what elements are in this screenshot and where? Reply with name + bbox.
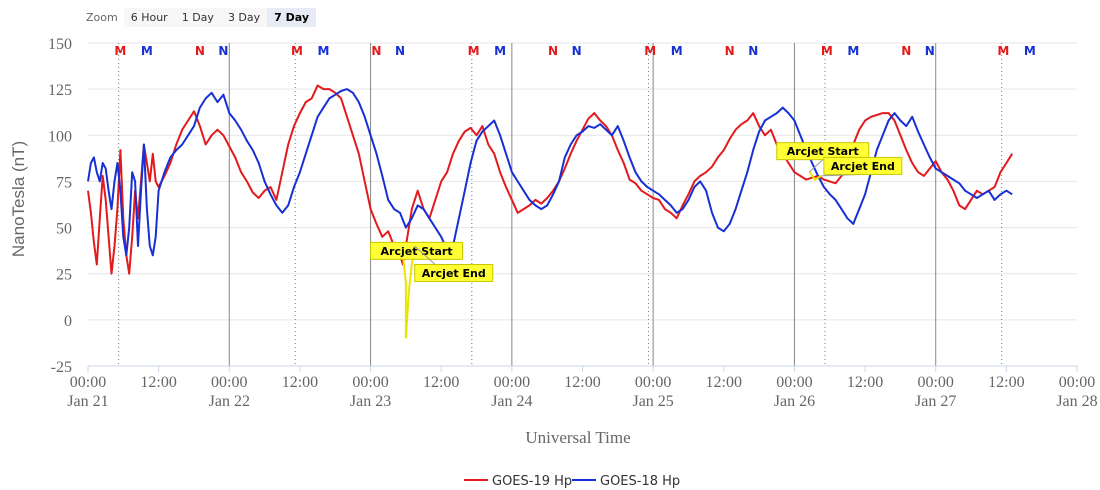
x-tick-date-label: Jan 24 <box>491 393 532 410</box>
top-marker-m: M <box>291 44 303 58</box>
top-marker-n: N <box>195 44 205 58</box>
top-marker-m: M <box>821 44 833 58</box>
y-tick-label: -25 <box>51 359 72 376</box>
arcjet-segment <box>808 171 822 181</box>
x-tick-label: 12:00 <box>140 374 176 391</box>
legend-item-goes19[interactable]: GOES-19 Hp <box>464 474 572 489</box>
y-tick-label: 25 <box>56 267 72 284</box>
top-marker-m: M <box>671 44 683 58</box>
grid-layer <box>88 42 1077 367</box>
top-marker-n: N <box>572 44 582 58</box>
top-marker-n: N <box>395 44 405 58</box>
y-tick-label: 100 <box>48 128 72 145</box>
top-marker-n: N <box>901 44 911 58</box>
top-marker-n: N <box>925 44 935 58</box>
zoom-1-day-button[interactable]: 1 Day <box>174 7 221 27</box>
x-axis-title: Universal Time <box>525 428 630 447</box>
x-tick-label: 00:00 <box>635 374 671 391</box>
zoom-bar: Zoom 6 Hour 1 Day 3 Day 7 Day <box>86 6 317 28</box>
legend-label-goes18: GOES-18 Hp <box>600 474 680 489</box>
legend-item-goes18[interactable]: GOES-18 Hp <box>572 474 680 489</box>
x-tick-date-label: Jan 28 <box>1056 393 1097 410</box>
x-tick-date-label: Jan 22 <box>209 393 250 410</box>
arcjet-segment <box>401 245 416 339</box>
x-tick-label: 12:00 <box>423 374 459 391</box>
top-marker-n: N <box>548 44 558 58</box>
x-tick-label: 00:00 <box>352 374 388 391</box>
zoom-7-day-button[interactable]: 7 Day <box>267 7 317 27</box>
top-marker-n: N <box>218 44 228 58</box>
top-marker-n: N <box>371 44 381 58</box>
top-marker-m: M <box>317 44 329 58</box>
x-tick-label: 00:00 <box>917 374 953 391</box>
x-tick-label: 00:00 <box>494 374 530 391</box>
annotation-label: Arcjet End <box>831 160 895 173</box>
x-tick-date-label: Jan 23 <box>350 393 391 410</box>
x-tick-label: 12:00 <box>706 374 742 391</box>
vertical-line-layer <box>118 43 1003 366</box>
series-line-goes18 <box>87 88 1013 257</box>
top-marker-m: M <box>1024 44 1036 58</box>
top-marker-m: M <box>141 44 153 58</box>
x-tick-date-label: Jan 21 <box>67 393 108 410</box>
zoom-label: Zoom <box>86 10 118 24</box>
y-tick-label: 50 <box>56 221 72 238</box>
legend: GOES-19 Hp GOES-18 Hp <box>464 474 680 489</box>
x-tick-date-label: Jan 27 <box>915 393 956 410</box>
y-tick-label: 75 <box>56 174 72 191</box>
series-line-goes19 <box>87 84 1014 275</box>
x-tick-label: 00:00 <box>211 374 247 391</box>
top-marker-n: N <box>725 44 735 58</box>
annotation-box <box>776 142 870 161</box>
annotation-connector <box>808 159 824 173</box>
x-tick-label: 00:00 <box>776 374 812 391</box>
x-tick-label: 12:00 <box>564 374 600 391</box>
top-marker-m: M <box>644 44 656 58</box>
annotation-label: Arcjet Start <box>381 245 453 258</box>
x-tick-date-label: Jan 25 <box>632 393 673 410</box>
x-tick-label: 12:00 <box>282 374 318 391</box>
top-marker-m: M <box>847 44 859 58</box>
y-tick-label: 125 <box>48 82 72 99</box>
x-tick-label: 12:00 <box>847 374 883 391</box>
top-marker-m: M <box>997 44 1009 58</box>
x-tick-label: 00:00 <box>70 374 106 391</box>
annotation-box <box>823 156 903 175</box>
annotation-box <box>414 263 494 282</box>
x-tick-date-label: Jan 26 <box>774 393 815 410</box>
axis-layer: -25 0 25 50 75 100 125 150 00:00 Jan 21 12:00 00:00… <box>48 36 1098 410</box>
y-axis-title: NanoTesla (nT) <box>9 141 28 257</box>
top-marker-m: M <box>494 44 506 58</box>
annotation-label: Arcjet Start <box>787 145 859 158</box>
annotation-layer: Arcjet Start Arcjet End Arcjet Start Arcjet… <box>370 142 903 282</box>
annotation-label: Arcjet End <box>422 267 486 280</box>
top-marker-n: N <box>748 44 758 58</box>
legend-label-goes19: GOES-19 Hp <box>492 474 572 489</box>
top-marker-m: M <box>468 44 480 58</box>
annotation-box <box>370 241 464 260</box>
zoom-3-day-button[interactable]: 3 Day <box>220 7 268 27</box>
series-layer <box>87 84 1014 339</box>
x-tick-label: 00:00 <box>1059 374 1095 391</box>
y-tick-label: 0 <box>64 313 72 330</box>
top-marker-m: M <box>114 44 126 58</box>
x-tick-label: 12:00 <box>988 374 1024 391</box>
zoom-6-hour-button[interactable]: 6 Hour <box>123 7 175 27</box>
y-tick-label: 150 <box>48 36 72 53</box>
